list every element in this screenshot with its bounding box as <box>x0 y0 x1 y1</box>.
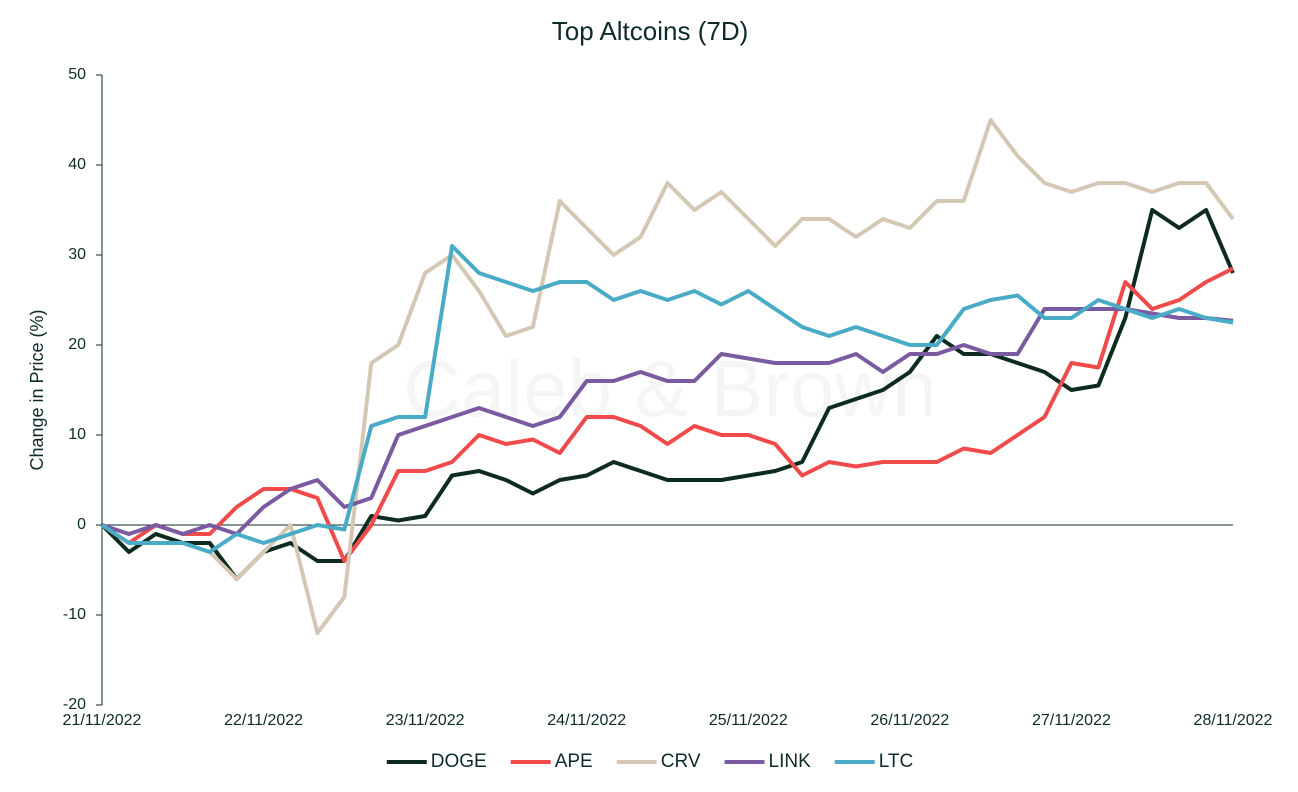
x-tick-label: 23/11/2022 <box>386 712 465 729</box>
legend-label: CRV <box>661 751 701 772</box>
legend-item: CRV <box>616 751 701 772</box>
x-tick-label: 21/11/2022 <box>63 712 142 729</box>
y-tick-label: -10 <box>63 606 86 623</box>
x-tick-label: 25/11/2022 <box>709 712 788 729</box>
x-tick-label: 22/11/2022 <box>224 712 303 729</box>
y-tick-label: 40 <box>68 156 86 173</box>
legend-item: APE <box>510 751 593 772</box>
legend-label: LTC <box>879 751 913 772</box>
y-tick-label: -20 <box>63 696 86 713</box>
legend-item: LINK <box>724 751 812 772</box>
y-axis-label: Change in Price (%) <box>27 309 47 470</box>
chart-title: Top Altcoins (7D) <box>552 16 749 46</box>
legend-label: DOGE <box>431 751 487 772</box>
y-tick-label: 10 <box>68 426 86 443</box>
series-line <box>100 118 1235 635</box>
legend-item: LTC <box>834 751 913 772</box>
x-tick-label: 28/11/2022 <box>1194 712 1273 729</box>
series-line <box>101 307 1234 536</box>
series-line <box>100 208 1235 581</box>
legend-item: DOGE <box>386 751 487 772</box>
y-tick-label: 30 <box>68 246 86 263</box>
x-tick-label: 26/11/2022 <box>870 712 949 729</box>
legend-label: LINK <box>769 751 812 772</box>
legend: DOGE APE CRV LINK LTC <box>386 751 913 772</box>
y-tick-label: 0 <box>77 516 86 533</box>
x-tick-label: 27/11/2022 <box>1032 712 1111 729</box>
x-tick-label: 24/11/2022 <box>547 712 626 729</box>
legend-label: APE <box>555 751 593 772</box>
watermark: Caleb & Brown <box>403 344 937 433</box>
y-tick-label: 50 <box>68 66 86 83</box>
series-line <box>100 244 1234 554</box>
y-tick-label: 20 <box>68 336 86 353</box>
